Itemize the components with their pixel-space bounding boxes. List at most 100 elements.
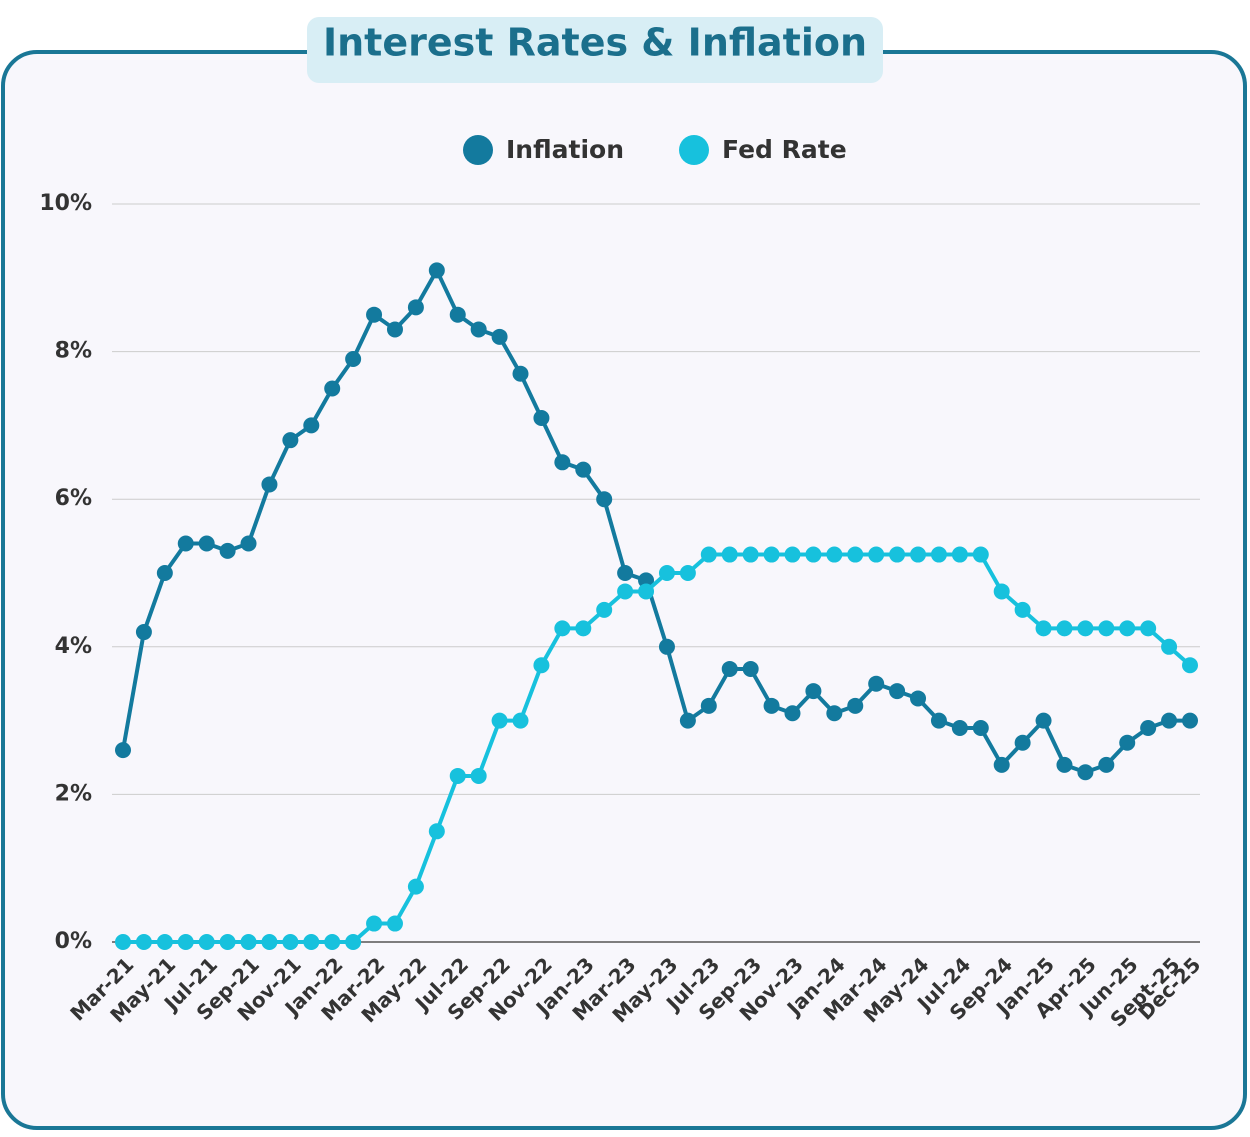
data-point (324, 934, 341, 950)
data-point (826, 546, 843, 563)
data-point (930, 712, 947, 729)
data-point (826, 705, 843, 722)
data-point (470, 767, 487, 784)
data-point (554, 454, 571, 471)
data-point (972, 546, 989, 563)
data-point (324, 380, 341, 397)
legend-label: Fed Rate (722, 135, 847, 164)
data-point (721, 660, 738, 677)
data-point (575, 461, 592, 478)
data-point (993, 756, 1010, 773)
data-point (115, 934, 131, 950)
data-point (428, 823, 445, 840)
data-point (1035, 620, 1052, 637)
data-point (784, 546, 801, 563)
data-point (491, 328, 508, 345)
data-point (261, 476, 278, 493)
data-point (1098, 756, 1115, 773)
data-point (512, 712, 529, 729)
series-line (123, 552, 1192, 944)
data-point (1014, 601, 1031, 618)
data-point (617, 565, 634, 581)
data-point (386, 915, 403, 932)
data-point (1056, 620, 1073, 637)
y-tick-label: 6% (55, 486, 92, 511)
data-point (763, 697, 780, 714)
data-point (177, 535, 194, 552)
y-tick-label: 2% (55, 781, 92, 806)
data-point (993, 583, 1010, 600)
data-point (805, 683, 822, 700)
legend: Inflation Fed Rate (463, 135, 847, 165)
data-point (742, 660, 759, 677)
data-point (470, 321, 487, 338)
data-point (491, 712, 508, 729)
data-point (1077, 620, 1094, 637)
data-point (679, 565, 696, 581)
data-point (1182, 657, 1198, 674)
data-point (282, 432, 299, 449)
data-point (889, 546, 906, 563)
data-point (219, 934, 236, 950)
data-point (951, 546, 968, 563)
data-point (407, 878, 424, 895)
data-point (198, 934, 215, 950)
data-point (135, 934, 152, 950)
data-point (1035, 712, 1052, 729)
data-point (156, 934, 173, 950)
data-point (658, 565, 675, 581)
data-point (1161, 638, 1178, 655)
data-point (428, 262, 445, 279)
data-point (449, 767, 466, 784)
data-point (1077, 764, 1094, 781)
data-point (1182, 712, 1198, 729)
data-point (345, 350, 362, 367)
data-point (868, 675, 885, 692)
data-point (366, 306, 383, 323)
data-point (219, 542, 236, 559)
data-point (617, 583, 634, 600)
data-point (847, 697, 864, 714)
data-point (449, 306, 466, 323)
data-point (135, 624, 152, 641)
legend-label: Inflation (506, 135, 624, 164)
data-point (638, 572, 655, 589)
data-point (533, 657, 550, 674)
data-point (910, 690, 927, 707)
data-point (554, 620, 571, 637)
data-point (847, 546, 864, 563)
data-point (261, 934, 278, 950)
data-point (951, 719, 968, 736)
data-point (1119, 620, 1136, 637)
data-point (868, 546, 885, 563)
data-point (575, 620, 592, 637)
data-point (407, 299, 424, 316)
legend-marker (463, 135, 493, 165)
data-point (1014, 734, 1031, 751)
data-point (533, 410, 550, 427)
y-tick-label: 10% (39, 191, 92, 216)
data-point (303, 417, 320, 434)
data-point (386, 321, 403, 338)
data-point (596, 601, 613, 618)
data-point (345, 934, 362, 950)
data-point (177, 934, 194, 950)
data-point (638, 583, 655, 600)
data-point (658, 638, 675, 655)
y-tick-label: 0% (55, 929, 92, 954)
data-point (763, 546, 780, 563)
data-point (1098, 620, 1115, 637)
data-point (240, 934, 257, 950)
data-point (198, 535, 215, 552)
data-point (742, 546, 759, 563)
data-point (1140, 719, 1157, 736)
series-line (121, 268, 1190, 775)
data-point (156, 565, 173, 581)
title-box (307, 17, 883, 83)
data-point (240, 535, 257, 552)
data-point (1161, 712, 1178, 729)
data-point (1140, 620, 1157, 637)
data-point (679, 712, 696, 729)
data-point (721, 546, 738, 563)
data-point (700, 546, 717, 563)
